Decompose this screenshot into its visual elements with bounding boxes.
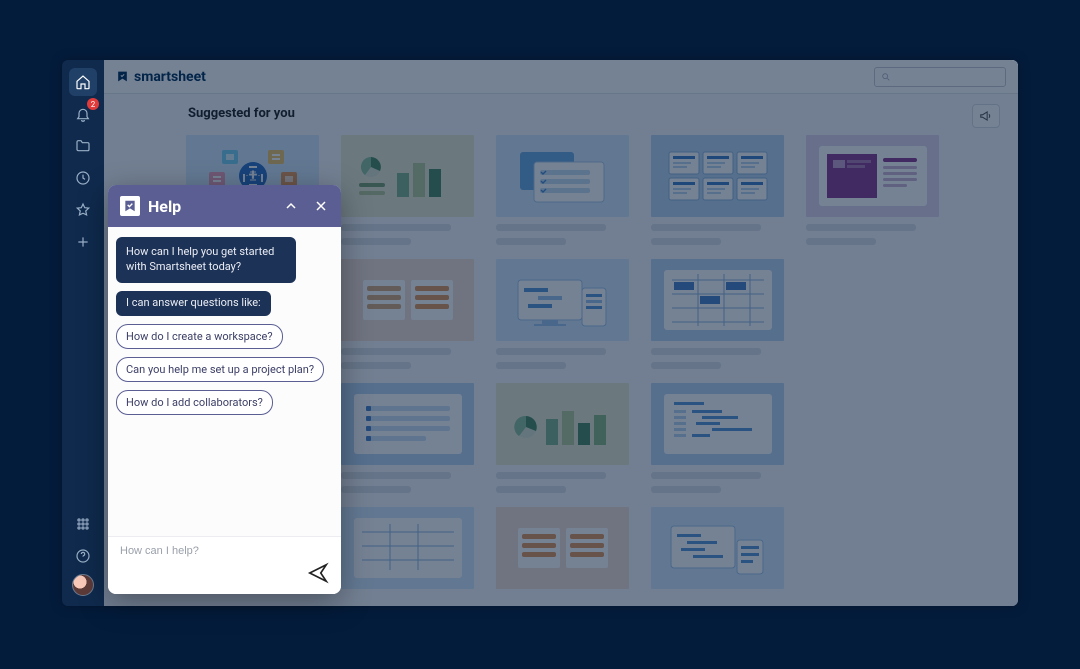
template-card[interactable] [496,135,629,245]
skeleton-line [341,348,451,355]
template-card[interactable] [651,135,784,245]
help-icon[interactable] [69,542,97,570]
search-input[interactable] [874,67,1006,87]
skeleton-line [341,486,411,493]
skeleton-line [651,472,761,479]
left-sidebar: 2 [62,60,104,606]
help-input-area [108,536,341,594]
suggestion-chip[interactable]: How do I create a workspace? [116,324,283,349]
template-card[interactable] [806,135,939,245]
send-button[interactable] [307,562,329,588]
suggestion-chip[interactable]: How do I add collaborators? [116,390,273,415]
skeleton-line [496,486,566,493]
skeleton-line [341,362,411,369]
template-card[interactable] [341,383,474,493]
template-card[interactable] [651,507,784,589]
skeleton-line [341,472,451,479]
bot-message: How can I help you get started with Smar… [116,237,296,283]
template-card[interactable] [496,507,629,589]
skeleton-line [651,224,761,231]
svg-text:+: + [248,165,257,184]
skeleton-line [341,238,411,245]
notification-badge: 2 [87,98,99,110]
help-chat-widget: Help How can I help you get started with… [108,185,341,594]
template-card[interactable] [496,383,629,493]
skeleton-line [341,224,451,231]
help-title: Help [148,197,181,216]
top-bar: smartsheet [104,60,1018,94]
favorites-icon[interactable] [69,196,97,224]
skeleton-line [651,486,721,493]
add-icon[interactable] [69,228,97,256]
recents-icon[interactable] [69,164,97,192]
skeleton-line [806,224,916,231]
skeleton-line [651,238,721,245]
user-avatar[interactable] [72,574,94,596]
help-text-input[interactable] [120,545,329,557]
skeleton-line [496,348,606,355]
template-card[interactable] [496,259,629,369]
section-title: Suggested for you [188,106,994,121]
template-card[interactable] [341,135,474,245]
minimize-icon[interactable] [283,198,299,214]
skeleton-line [651,362,721,369]
folder-icon[interactable] [69,132,97,160]
bot-message: I can answer questions like: [116,291,271,316]
help-header: Help [108,185,341,227]
brand-logo[interactable]: smartsheet [116,69,206,85]
skeleton-line [496,224,606,231]
apps-icon[interactable] [69,510,97,538]
template-card[interactable] [651,259,784,369]
announcements-button[interactable] [972,104,1000,128]
help-body: How can I help you get started with Smar… [108,227,341,536]
close-icon[interactable] [313,198,329,214]
template-card[interactable] [341,259,474,369]
skeleton-line [651,348,761,355]
skeleton-line [496,362,566,369]
skeleton-line [496,472,606,479]
notifications-icon[interactable]: 2 [69,100,97,128]
help-logo-icon [120,196,140,216]
template-card[interactable] [651,383,784,493]
brand-name: smartsheet [134,69,206,85]
suggestion-chip[interactable]: Can you help me set up a project plan? [116,357,324,382]
skeleton-line [496,238,566,245]
skeleton-line [806,238,876,245]
template-card[interactable] [341,507,474,589]
home-icon[interactable] [69,68,97,96]
